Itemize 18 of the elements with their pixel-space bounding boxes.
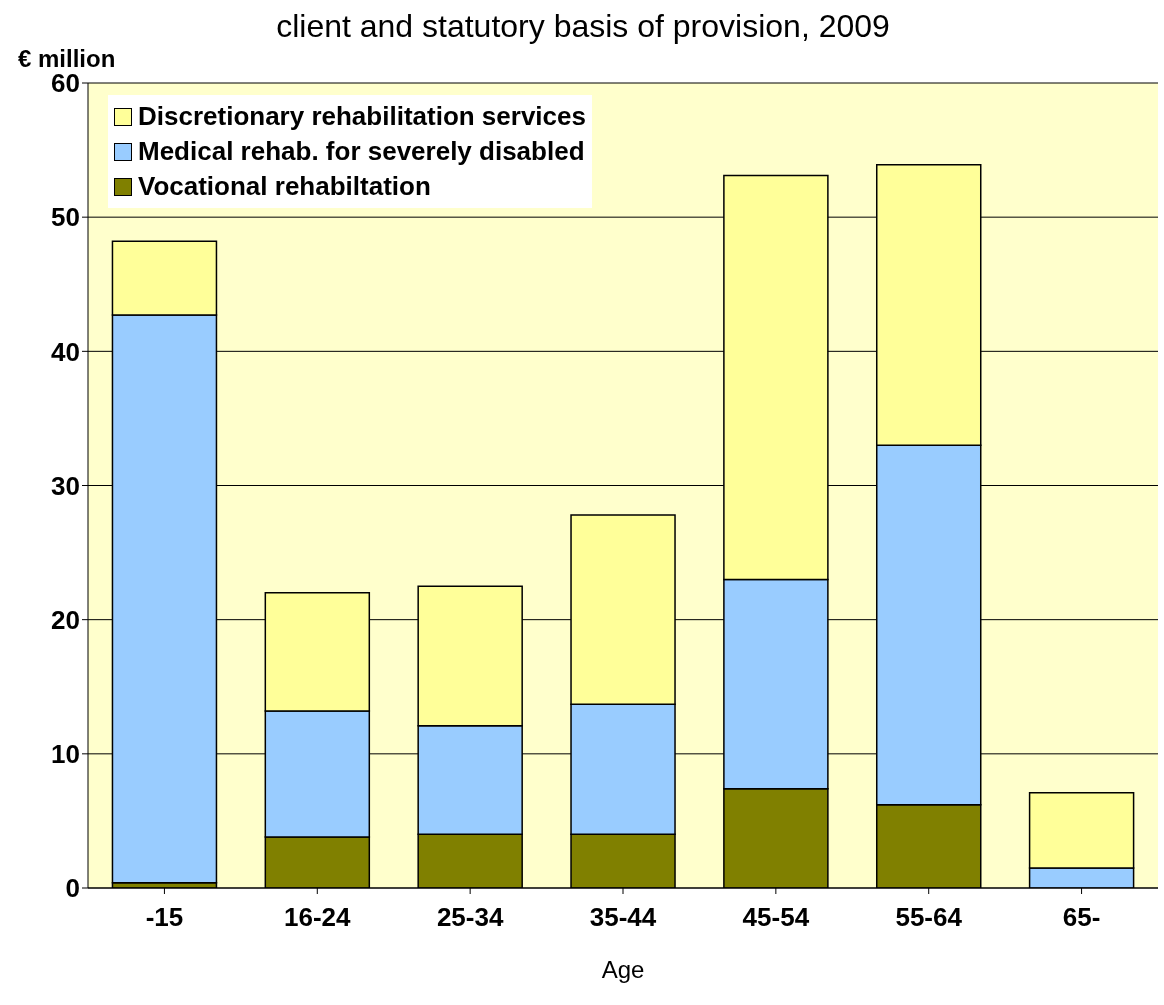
y-tick-label: 10 <box>51 739 80 770</box>
legend-label: Discretionary rehabilitation services <box>138 101 586 132</box>
y-tick-label: 20 <box>51 604 80 635</box>
chart-title: client and statutory basis of provision, 2009 <box>275 8 891 45</box>
x-tick-label: 55-64 <box>895 902 963 933</box>
x-tick-label: 25-34 <box>436 902 504 933</box>
x-tick-label: 35-44 <box>589 902 657 933</box>
x-tick-label: 45-54 <box>742 902 810 933</box>
y-tick-label: 0 <box>65 873 80 904</box>
y-tick-label: 40 <box>51 336 80 367</box>
x-tick-label: 16-24 <box>284 902 352 933</box>
y-tick-label: 50 <box>51 202 80 233</box>
x-tick-label: 65- <box>1062 902 1101 933</box>
legend-label: Vocational rehabiltation <box>138 171 431 202</box>
x-axis-title: Age <box>601 956 645 983</box>
legend-label: Medical rehab. for severely disabled <box>138 136 585 167</box>
x-tick-label: -15 <box>145 902 184 933</box>
y-tick-label: 30 <box>51 470 80 501</box>
